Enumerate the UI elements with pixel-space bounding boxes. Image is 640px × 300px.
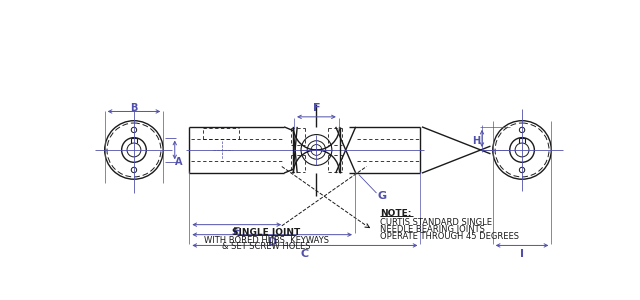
Text: C: C <box>301 249 309 259</box>
Text: WITH BORED HUBS, KEYWAYS: WITH BORED HUBS, KEYWAYS <box>204 236 329 244</box>
Text: B: B <box>131 103 138 113</box>
Text: H: H <box>472 136 481 146</box>
Text: SINGLE JOINT: SINGLE JOINT <box>232 228 301 237</box>
Text: & SET SCREW HOLES: & SET SCREW HOLES <box>222 242 310 251</box>
Text: D: D <box>268 237 277 248</box>
Text: A: A <box>175 157 182 167</box>
Text: NEEDLE BEARING JOINTS: NEEDLE BEARING JOINTS <box>380 225 485 234</box>
Text: G: G <box>378 191 387 201</box>
Text: E: E <box>234 226 241 237</box>
Text: F: F <box>313 103 320 113</box>
Text: I: I <box>520 249 524 259</box>
Text: NOTE:: NOTE: <box>380 208 412 217</box>
Text: CURTIS STANDARD SINGLE: CURTIS STANDARD SINGLE <box>380 218 492 227</box>
Text: OPERATE THROUGH 45 DEGREES: OPERATE THROUGH 45 DEGREES <box>380 232 520 241</box>
